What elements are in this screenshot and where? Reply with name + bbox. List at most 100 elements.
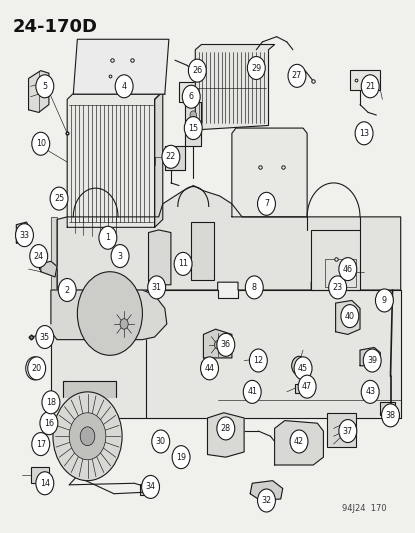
Text: 30: 30 [156, 437, 166, 446]
Text: 16: 16 [44, 419, 54, 427]
Circle shape [188, 119, 198, 132]
Polygon shape [336, 301, 360, 334]
Text: 23: 23 [332, 283, 343, 292]
Text: 32: 32 [261, 496, 271, 505]
Circle shape [58, 279, 76, 302]
Text: 2: 2 [65, 286, 70, 295]
Circle shape [381, 404, 400, 427]
Text: 26: 26 [192, 66, 203, 75]
Text: 10: 10 [36, 139, 46, 148]
Circle shape [361, 381, 379, 403]
Text: 42: 42 [294, 437, 304, 446]
Text: 34: 34 [146, 482, 156, 491]
Circle shape [184, 117, 202, 140]
Circle shape [254, 353, 263, 366]
Text: 22: 22 [166, 152, 176, 161]
Circle shape [217, 417, 235, 440]
Text: 15: 15 [188, 124, 198, 133]
Circle shape [243, 381, 261, 403]
Polygon shape [57, 185, 401, 290]
Circle shape [188, 59, 206, 82]
Bar [201, 362, 214, 374]
Circle shape [376, 289, 393, 312]
Circle shape [361, 75, 379, 98]
Text: 37: 37 [343, 426, 353, 435]
Polygon shape [29, 71, 49, 112]
Polygon shape [165, 147, 185, 170]
Circle shape [249, 349, 267, 372]
Text: 19: 19 [176, 453, 186, 462]
Circle shape [162, 146, 180, 168]
Bar [179, 82, 199, 102]
Bar [31, 467, 49, 483]
Text: 8: 8 [252, 283, 257, 292]
Text: 1: 1 [105, 233, 110, 243]
Circle shape [215, 341, 221, 349]
Polygon shape [250, 481, 283, 500]
Circle shape [99, 227, 117, 249]
Text: 11: 11 [178, 260, 188, 269]
Polygon shape [149, 230, 171, 285]
Text: 38: 38 [386, 411, 395, 420]
Text: 18: 18 [46, 398, 56, 407]
Bar [381, 402, 395, 415]
Text: 35: 35 [40, 333, 50, 342]
Text: 94J24  170: 94J24 170 [342, 504, 386, 513]
Circle shape [363, 349, 381, 372]
Circle shape [42, 391, 60, 414]
Circle shape [154, 432, 167, 448]
Circle shape [53, 392, 122, 481]
Text: 9: 9 [382, 296, 387, 305]
Text: 17: 17 [36, 440, 46, 449]
Circle shape [32, 364, 38, 373]
Bar [140, 484, 154, 495]
Circle shape [28, 357, 46, 380]
Circle shape [115, 75, 133, 98]
Text: 4: 4 [122, 82, 127, 91]
Circle shape [247, 56, 265, 79]
Circle shape [158, 437, 163, 443]
Circle shape [298, 375, 316, 398]
Polygon shape [51, 290, 167, 340]
Text: 33: 33 [20, 231, 29, 240]
Polygon shape [208, 413, 244, 457]
Text: 43: 43 [365, 387, 375, 397]
Bar [191, 222, 214, 280]
Circle shape [50, 187, 68, 210]
Text: 7: 7 [264, 199, 269, 208]
Polygon shape [16, 222, 31, 243]
Circle shape [36, 75, 54, 98]
Text: 24: 24 [34, 252, 44, 261]
Text: 29: 29 [251, 63, 261, 72]
Circle shape [217, 333, 235, 357]
Circle shape [290, 430, 308, 453]
Text: 6: 6 [189, 92, 194, 101]
Circle shape [258, 192, 276, 215]
Polygon shape [203, 329, 232, 358]
Polygon shape [155, 92, 163, 228]
Circle shape [15, 224, 34, 247]
Circle shape [200, 357, 218, 380]
Circle shape [142, 475, 159, 498]
Text: 44: 44 [205, 364, 215, 373]
Circle shape [26, 357, 44, 380]
Text: 36: 36 [221, 341, 231, 349]
Polygon shape [232, 128, 307, 217]
Circle shape [329, 276, 347, 299]
Text: 14: 14 [40, 479, 50, 488]
Text: 5: 5 [42, 82, 47, 91]
Polygon shape [67, 92, 163, 228]
Polygon shape [51, 290, 401, 418]
Circle shape [77, 272, 142, 356]
Text: 20: 20 [32, 364, 42, 373]
Bar [350, 70, 380, 90]
Circle shape [190, 111, 197, 119]
Circle shape [355, 122, 373, 145]
Circle shape [175, 447, 188, 464]
Text: 46: 46 [343, 264, 353, 273]
Polygon shape [73, 39, 169, 94]
Text: 31: 31 [151, 283, 162, 292]
Circle shape [111, 245, 129, 268]
Circle shape [258, 489, 276, 512]
Circle shape [40, 411, 58, 435]
